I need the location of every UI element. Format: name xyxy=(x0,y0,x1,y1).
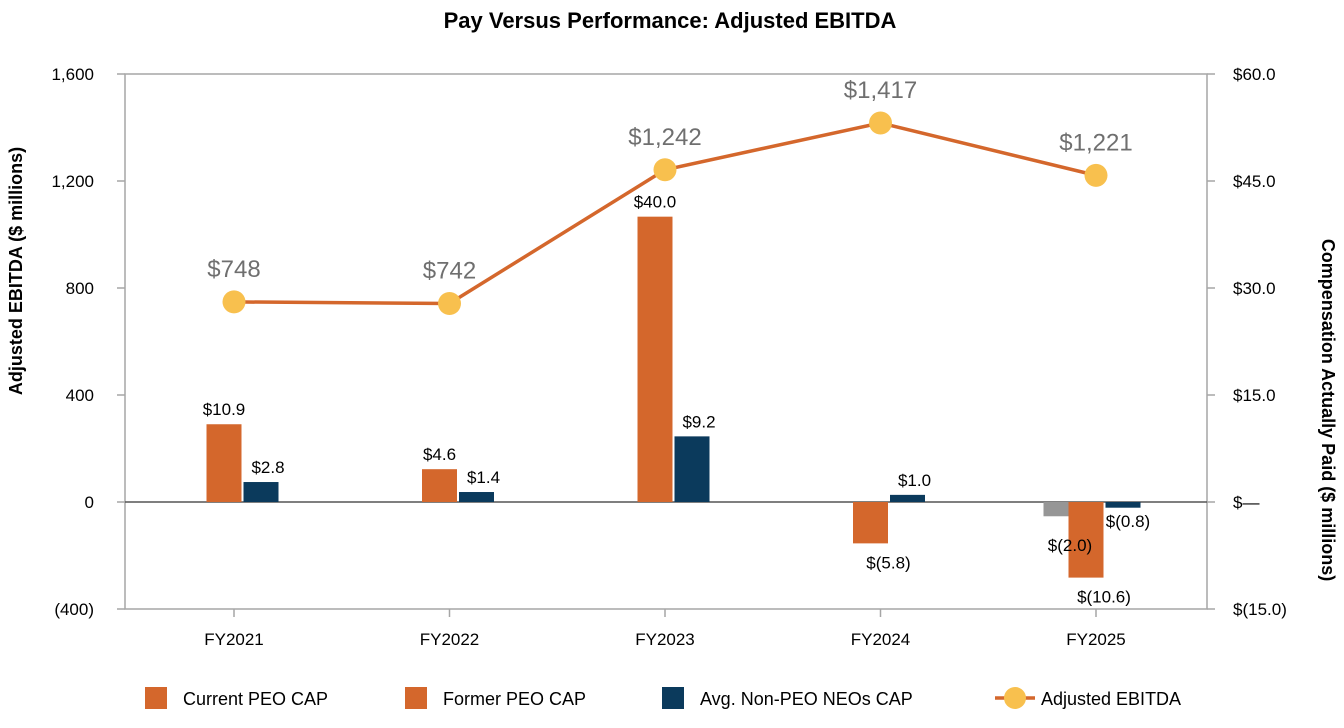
legend-label: Avg. Non-PEO NEOs CAP xyxy=(700,689,913,709)
line-data-label: $742 xyxy=(423,258,476,285)
x-tick-label: FY2023 xyxy=(635,630,695,649)
x-tick-label: FY2024 xyxy=(851,630,911,649)
legend-label: Current PEO CAP xyxy=(183,689,328,709)
y-left-tick-label: 800 xyxy=(66,279,94,298)
bar-data-label: $(10.6) xyxy=(1077,588,1131,607)
bar-former-peo-cap-fy2021 xyxy=(206,424,242,502)
y-right-tick-label: $(15.0) xyxy=(1233,600,1287,619)
point-adjusted-ebitda-fy2024 xyxy=(869,111,892,135)
bar-former-peo-cap-fy2022 xyxy=(422,469,457,502)
bar-marks xyxy=(206,216,1141,578)
legend-label: Former PEO CAP xyxy=(443,689,586,709)
point-adjusted-ebitda-fy2021 xyxy=(222,290,246,314)
point-adjusted-ebitda-fy2022 xyxy=(438,292,461,316)
y-right-tick-label: $60.0 xyxy=(1233,65,1276,84)
line-data-label: $748 xyxy=(207,256,260,283)
y-right-tick-label: $45.0 xyxy=(1233,172,1276,191)
bar-former-peo-cap-fy2025 xyxy=(1068,502,1104,578)
y-left-tick-label: 1,600 xyxy=(51,65,94,84)
legend-swatch-avg-non-peo-neos-cap xyxy=(662,687,684,709)
bar-avg-non-peo-neos-cap-fy2025 xyxy=(1105,502,1141,508)
point-adjusted-ebitda-fy2023 xyxy=(653,158,677,182)
bar-data-label: $1.4 xyxy=(467,468,500,487)
legend: Current PEO CAP Former PEO CAP Avg. Non-PE… xyxy=(145,687,1181,709)
x-tick-label: FY2025 xyxy=(1066,630,1126,649)
bar-avg-non-peo-neos-cap-fy2022 xyxy=(459,492,494,502)
line-data-label: $1,221 xyxy=(1059,129,1132,156)
bar-avg-non-peo-neos-cap-fy2023 xyxy=(674,436,710,502)
chart-title: Pay Versus Performance: Adjusted EBITDA xyxy=(444,8,897,33)
bar-data-label: $1.0 xyxy=(898,471,931,490)
bar-data-label: $10.9 xyxy=(203,400,246,419)
bar-data-label: $4.6 xyxy=(423,445,456,464)
legend-label: Adjusted EBITDA xyxy=(1041,689,1181,709)
y-left-tick-label: (400) xyxy=(54,600,94,619)
y-left-tick-label: 1,200 xyxy=(51,172,94,191)
line-data-label: $1,417 xyxy=(844,77,917,104)
data-labels: $(2.0) $10.9 $4.6 $40.0 $(5.8) $(10.6) $2.8 $1.… xyxy=(203,77,1150,607)
bar-data-label: $(0.8) xyxy=(1106,512,1150,531)
bar-former-peo-cap-fy2024 xyxy=(853,502,888,544)
y-left-tick-label: 0 xyxy=(85,493,94,512)
bar-former-peo-cap-fy2023 xyxy=(637,216,673,502)
bar-data-label: $2.8 xyxy=(251,458,284,477)
bar-data-label: $9.2 xyxy=(682,412,715,431)
line-marks xyxy=(222,111,1108,316)
legend-swatch-current-peo-cap xyxy=(145,687,167,709)
y-axis-right-label: Compensation Actually Paid ($ millions) xyxy=(1318,239,1338,581)
bar-data-label: $(5.8) xyxy=(866,553,910,572)
line-data-label: $1,242 xyxy=(628,124,701,151)
axes: (400) 0 400 800 1,200 1,600 $(15.0) $— $15.0 $30.… xyxy=(51,65,1286,649)
plot-border xyxy=(124,73,1208,610)
bar-avg-non-peo-neos-cap-fy2024 xyxy=(890,494,925,502)
x-tick-label: FY2022 xyxy=(420,630,480,649)
bar-data-label: $40.0 xyxy=(634,193,677,212)
y-axis-left-label: Adjusted EBITDA ($ millions) xyxy=(6,147,26,395)
y-right-tick-label: $30.0 xyxy=(1233,279,1276,298)
y-right-tick-label: $— xyxy=(1233,493,1259,512)
bar-avg-non-peo-neos-cap-fy2021 xyxy=(243,482,279,502)
legend-marker-swatch xyxy=(1004,687,1026,709)
x-tick-label: FY2021 xyxy=(204,630,264,649)
y-left-tick-label: 400 xyxy=(66,386,94,405)
y-right-tick-label: $15.0 xyxy=(1233,386,1276,405)
legend-swatch-former-peo-cap xyxy=(405,687,427,709)
point-adjusted-ebitda-fy2025 xyxy=(1084,163,1108,187)
bar-data-label: $(2.0) xyxy=(1048,536,1092,555)
